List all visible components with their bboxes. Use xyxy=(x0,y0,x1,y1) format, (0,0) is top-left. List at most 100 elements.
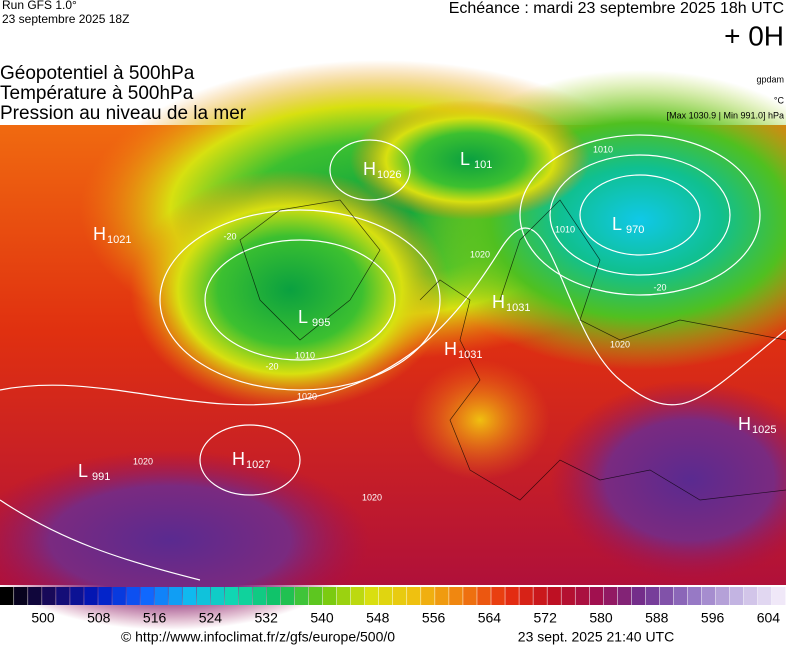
tick-label: 540 xyxy=(310,610,334,626)
swatch xyxy=(617,587,632,605)
offset: + 0H xyxy=(724,20,784,51)
center-letter: H xyxy=(232,449,245,469)
tick-label: 516 xyxy=(143,610,167,626)
swatch xyxy=(673,587,688,605)
swatch xyxy=(350,587,365,605)
echeance: Echéance : mardi 23 septembre 2025 18h U… xyxy=(449,0,784,17)
isobar-labels: 1010 1020 1020 1010 1020 1020 1020 1010 -20 -20 -2… xyxy=(133,144,667,502)
swatch xyxy=(701,587,716,605)
isobar-label: 1010 xyxy=(593,144,613,154)
swatch xyxy=(308,587,323,605)
center-value: 1025 xyxy=(752,424,776,436)
tick-label: 572 xyxy=(534,610,558,626)
swatch xyxy=(336,587,351,605)
swatch xyxy=(743,587,758,605)
tick-label: 548 xyxy=(366,610,390,626)
swatch xyxy=(771,587,786,605)
center-value: 991 xyxy=(92,471,110,483)
swatch xyxy=(294,587,309,605)
swatch xyxy=(449,587,463,605)
isobar-label: 1010 xyxy=(295,350,315,360)
center-value: 1027 xyxy=(246,459,270,471)
center-letter: H xyxy=(363,159,376,179)
swatch xyxy=(603,587,618,605)
map xyxy=(0,60,786,630)
center-value: 995 xyxy=(312,317,330,329)
swatch xyxy=(238,587,253,605)
swatch xyxy=(252,587,267,605)
tick-label: 556 xyxy=(422,610,446,626)
center-letter: H xyxy=(738,414,751,434)
swatch xyxy=(378,587,393,605)
run: Run GFS 1.0° xyxy=(2,0,77,12)
swatch xyxy=(477,587,491,605)
tick-label: 532 xyxy=(255,610,279,626)
swatch xyxy=(14,587,28,605)
isobar-label: 1010 xyxy=(555,224,575,234)
swatch xyxy=(224,587,239,605)
swatch xyxy=(112,587,126,605)
swatch xyxy=(196,587,211,605)
swatch xyxy=(575,587,589,605)
swatch xyxy=(280,587,295,605)
unit: [Max 1030.9 | Min 991.0] hPa xyxy=(667,110,784,120)
tick-label: 500 xyxy=(31,610,55,626)
swatch xyxy=(687,587,702,605)
swatch xyxy=(98,587,112,605)
center-letter: L xyxy=(298,307,308,327)
tick-label: 596 xyxy=(701,610,725,626)
swatch xyxy=(561,587,575,605)
isobar-label: 1020 xyxy=(610,339,630,349)
swatch xyxy=(505,587,519,605)
swatch xyxy=(757,587,772,605)
swatch xyxy=(659,587,674,605)
swatch xyxy=(364,587,379,605)
center-letter: L xyxy=(460,149,470,169)
center-value: 970 xyxy=(626,224,644,236)
swatch xyxy=(407,587,421,605)
tick-label: 508 xyxy=(87,610,111,626)
center-letter: H xyxy=(93,224,106,244)
title: Géopotentiel à 500hPa xyxy=(0,63,195,84)
colorbar-ticks: 500 508 516 524 532 540 548 556 564 572 580 588 596 6… xyxy=(31,610,780,626)
swatch xyxy=(435,587,449,605)
swatch xyxy=(154,587,168,605)
tick-label: 524 xyxy=(199,610,223,626)
isobar-label: 1020 xyxy=(362,492,382,502)
colorbar xyxy=(0,587,786,605)
isobar-label: -20 xyxy=(265,361,278,371)
tick-label: 604 xyxy=(757,610,781,626)
tick-label: 588 xyxy=(645,610,669,626)
center-value: 1031 xyxy=(458,349,482,361)
swatch xyxy=(631,587,646,605)
tick-label: 564 xyxy=(478,610,502,626)
tick-label: 580 xyxy=(589,610,613,626)
center-value: 1021 xyxy=(107,234,131,246)
isobar-label: 1020 xyxy=(470,249,490,259)
center-letter: L xyxy=(612,214,622,234)
swatch xyxy=(729,587,744,605)
swatch xyxy=(42,587,56,605)
isobar-label: 1020 xyxy=(297,391,317,401)
swatch xyxy=(28,587,42,605)
center-letter: H xyxy=(444,339,457,359)
run-date: 23 septembre 2025 18Z xyxy=(2,12,129,26)
title: Pression au niveau de la mer xyxy=(0,103,247,124)
swatch xyxy=(519,587,533,605)
swatch xyxy=(126,587,140,605)
center-value: 101 xyxy=(474,159,492,171)
swatch xyxy=(393,587,407,605)
center-letter: H xyxy=(492,292,505,312)
isobar-label: 1020 xyxy=(133,456,153,466)
unit: gpdam xyxy=(756,74,784,84)
footer-url: © http://www.infoclimat.fr/z/gfs/europe/… xyxy=(121,629,395,645)
center-value: 1031 xyxy=(506,302,530,314)
swatch xyxy=(56,587,70,605)
isobar-label: -20 xyxy=(653,282,666,292)
swatch xyxy=(210,587,225,605)
center-value: 1026 xyxy=(377,169,401,181)
title: Température à 500hPa xyxy=(0,83,194,104)
swatch xyxy=(533,587,547,605)
